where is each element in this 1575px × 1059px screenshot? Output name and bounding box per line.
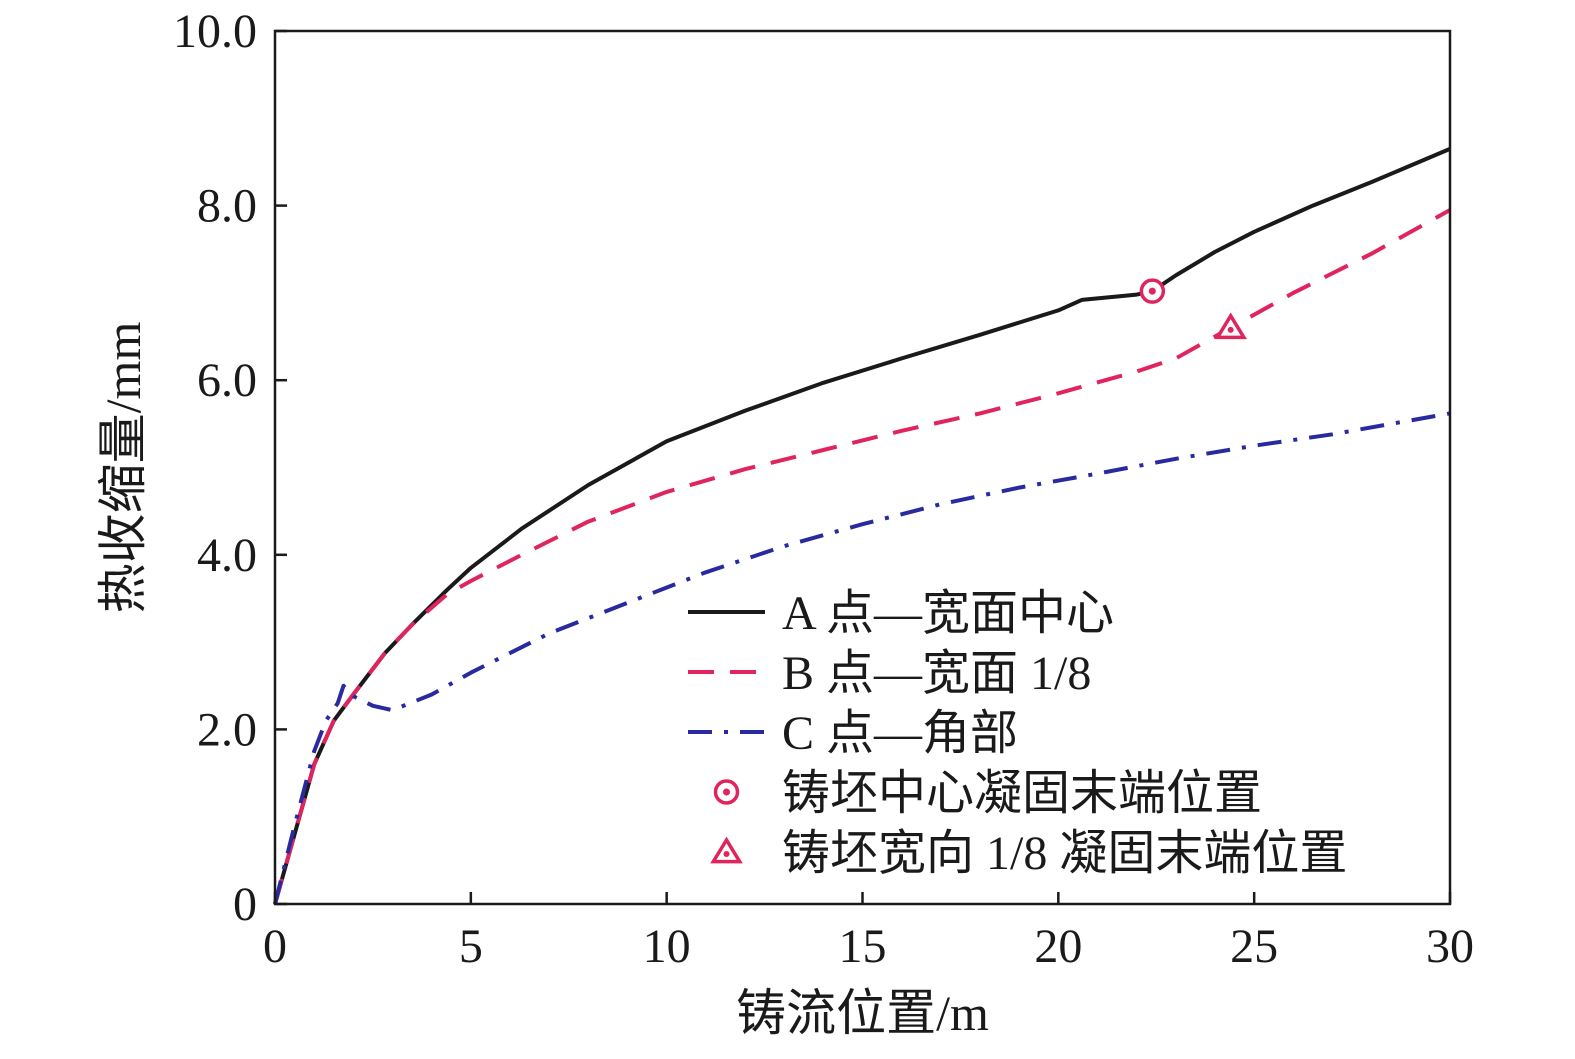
y-tick-label: 0 — [233, 878, 257, 931]
legend-label-c: C 点—角部 — [782, 707, 1018, 760]
y-tick-label: 6.0 — [197, 354, 257, 407]
x-tick-label: 0 — [263, 920, 287, 973]
y-tick-label: 2.0 — [197, 703, 257, 756]
eighth-width-solidification-end-marker-center — [1227, 326, 1234, 333]
y-tick-label: 4.0 — [197, 529, 257, 582]
x-axis-ticks: 0 5 10 15 20 25 30 — [263, 892, 1474, 973]
legend-marker-label-1: 铸坯中心凝固末端位置 — [782, 767, 1262, 820]
legend-marker-label-2: 铸坯宽向 1/8 凝固末端位置 — [782, 827, 1347, 880]
marker-layer — [1139, 278, 1248, 340]
x-tick-label: 30 — [1426, 920, 1474, 973]
x-tick-label: 10 — [643, 920, 691, 973]
legend-triangle-marker-center — [723, 851, 730, 857]
x-tick-label: 25 — [1230, 920, 1278, 973]
legend-circle-marker-center — [723, 788, 730, 796]
x-tick-label: 5 — [459, 920, 483, 973]
legend-label-b: B 点—宽面 1/8 — [782, 647, 1091, 700]
eighth-width-solidification-end-marker — [1214, 312, 1248, 340]
center-solidification-end-marker-center — [1148, 287, 1156, 295]
x-axis-label: 铸流位置/m — [736, 985, 989, 1041]
y-tick-label: 8.0 — [197, 180, 257, 233]
legend-triangle-marker — [710, 836, 743, 864]
y-tick-label: 10.0 — [173, 5, 257, 58]
y-axis-ticks: 0 2.0 4.0 6.0 8.0 10.0 — [173, 5, 287, 931]
x-tick-label: 15 — [839, 920, 887, 973]
x-tick-label: 20 — [1034, 920, 1082, 973]
series-line-c — [273, 411, 1451, 905]
y-axis-label: 热收缩量/mm — [95, 322, 151, 614]
legend-label-a: A 点—宽面中心 — [782, 587, 1114, 640]
